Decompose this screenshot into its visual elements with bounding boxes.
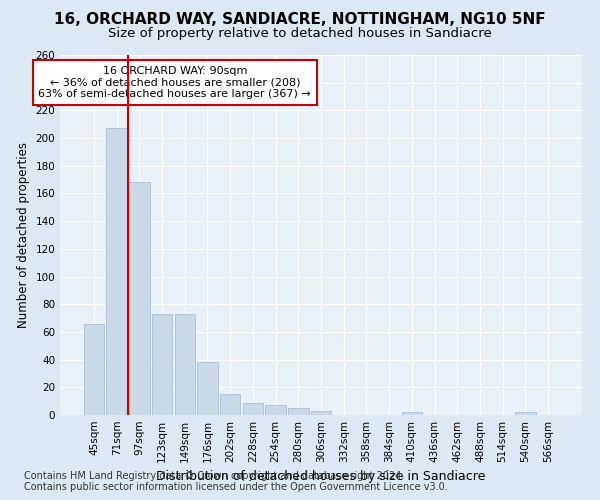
Bar [106, 128, 127, 415]
Text: Contains HM Land Registry data © Crown copyright and database right 2024.: Contains HM Land Registry data © Crown c… [24, 471, 404, 481]
Text: Size of property relative to detached houses in Sandiacre: Size of property relative to detached ho… [108, 28, 492, 40]
Text: 16, ORCHARD WAY, SANDIACRE, NOTTINGHAM, NG10 5NF: 16, ORCHARD WAY, SANDIACRE, NOTTINGHAM, … [54, 12, 546, 28]
Text: Contains public sector information licensed under the Open Government Licence v3: Contains public sector information licen… [24, 482, 448, 492]
Y-axis label: Number of detached properties: Number of detached properties [17, 142, 30, 328]
Text: 16 ORCHARD WAY: 90sqm
← 36% of detached houses are smaller (208)
63% of semi-det: 16 ORCHARD WAY: 90sqm ← 36% of detached … [38, 66, 311, 99]
Bar [242, 402, 263, 415]
Bar [129, 182, 149, 415]
Bar [220, 394, 241, 415]
Bar [288, 408, 308, 415]
X-axis label: Distribution of detached houses by size in Sandiacre: Distribution of detached houses by size … [157, 470, 485, 484]
Bar [197, 362, 218, 415]
Bar [84, 324, 104, 415]
Bar [311, 411, 331, 415]
Bar [515, 412, 536, 415]
Bar [265, 406, 286, 415]
Bar [401, 412, 422, 415]
Bar [175, 314, 195, 415]
Bar [152, 314, 172, 415]
